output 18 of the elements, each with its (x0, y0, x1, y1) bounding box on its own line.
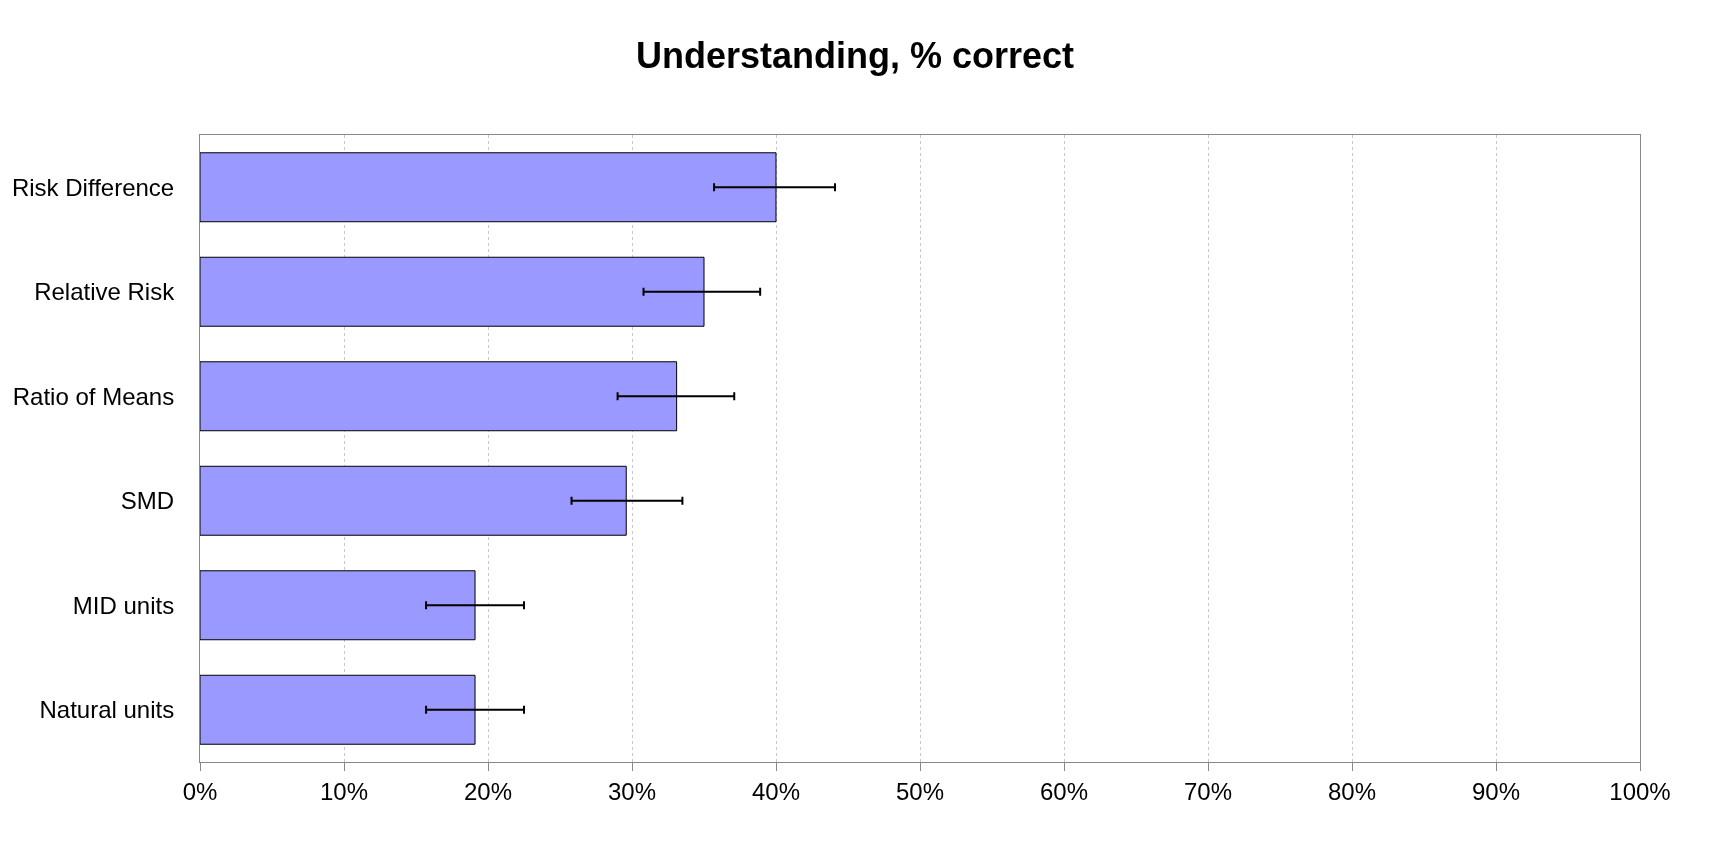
x-tick-label: 60% (1039, 777, 1089, 805)
x-tick-label: 100% (1609, 777, 1671, 805)
y-tick-label: Ratio of Means (12, 382, 175, 410)
x-tick-label: 90% (1471, 777, 1521, 805)
chart-title: Understanding, % correct (635, 34, 1075, 76)
y-tick-label: MID units (72, 591, 175, 619)
y-tick-label: Natural units (39, 696, 175, 724)
x-tick-label: 80% (1327, 777, 1377, 805)
y-tick-label: SMD (120, 487, 175, 515)
x-tick-label: 10% (319, 777, 369, 805)
y-tick-label: Relative Risk (34, 278, 176, 306)
x-tick-label: 40% (751, 777, 801, 805)
x-tick-label: 30% (607, 777, 657, 805)
x-tick-label: 20% (463, 777, 513, 805)
x-tick-label: 70% (1183, 777, 1233, 805)
y-tick-label: Risk Difference (11, 173, 175, 201)
x-tick-label: 0% (182, 777, 218, 805)
x-tick-label: 50% (895, 777, 945, 805)
